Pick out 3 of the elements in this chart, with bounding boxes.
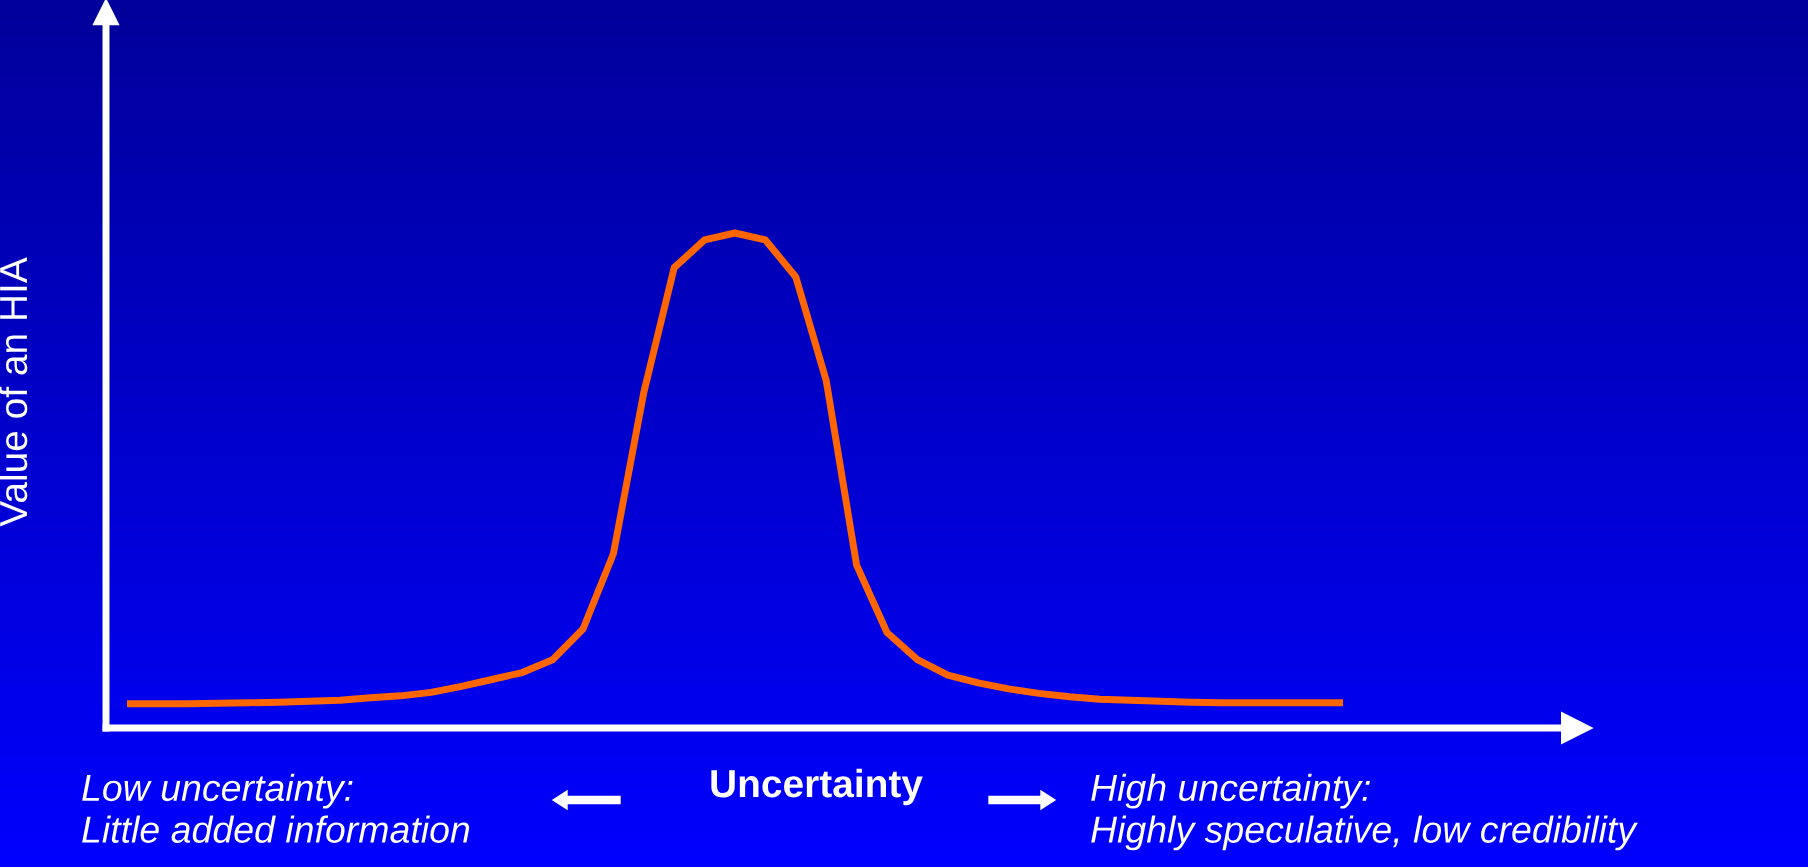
text: High uncertainty: Highly speculative, low credibility: [1091, 773, 1638, 851]
text: Low uncertainty: Little added information: [82, 773, 470, 843]
x-axis-title: Uncertainty: [711, 768, 923, 806]
